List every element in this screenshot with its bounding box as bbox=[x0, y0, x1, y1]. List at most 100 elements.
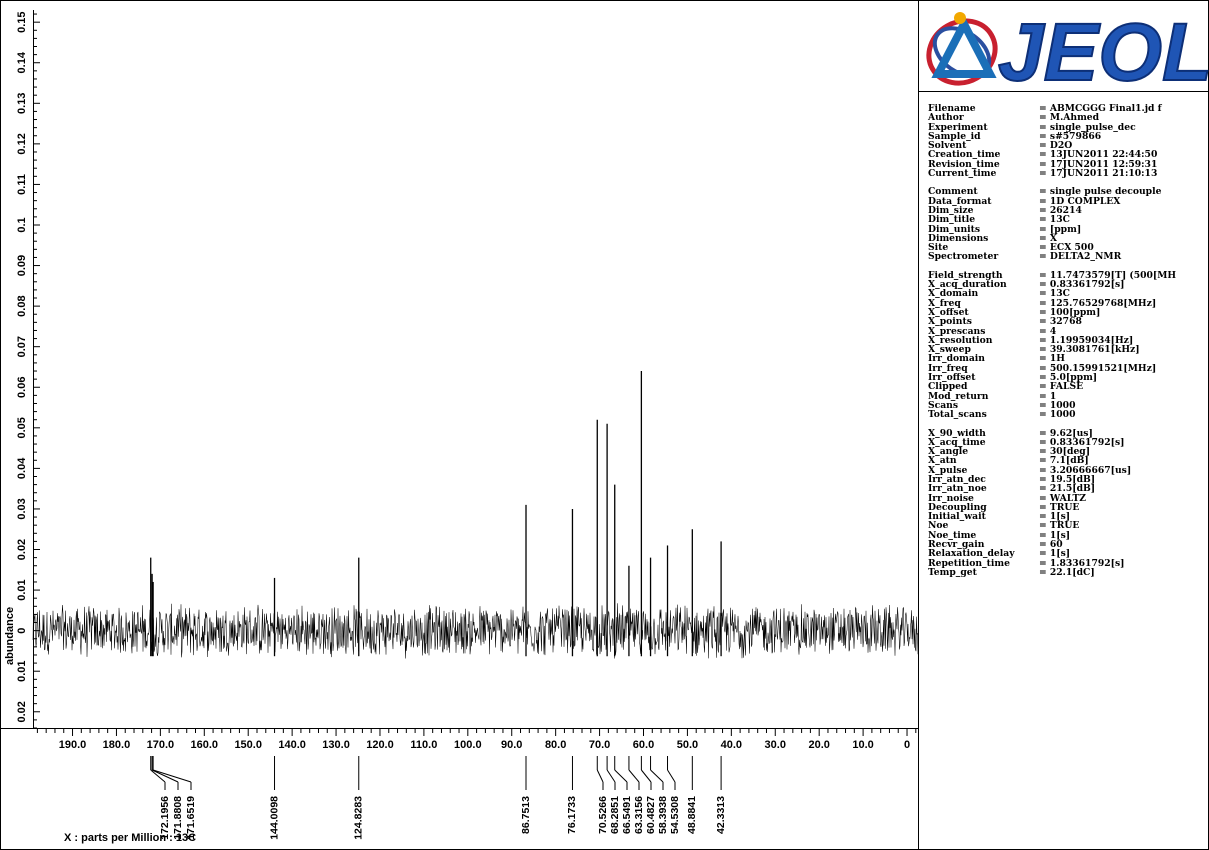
x-tick-label: 170.0 bbox=[147, 739, 175, 751]
param-key: X_90_width bbox=[928, 427, 986, 439]
x-tick-label: 90.0 bbox=[501, 739, 522, 751]
param-key: Recvr_gain bbox=[928, 539, 985, 551]
param-value: = 1[s] bbox=[1039, 511, 1071, 523]
param-value: = X bbox=[1039, 232, 1058, 244]
param-key: Temp_get bbox=[928, 566, 977, 578]
param-value: = DELTA2_NMR bbox=[1039, 251, 1122, 263]
param-key: Irr_noise bbox=[928, 492, 974, 504]
param-row: Decoupling = TRUE bbox=[928, 501, 1204, 513]
peak-label: 172.1956 bbox=[159, 796, 171, 840]
param-value: = 1.19959034[Hz] bbox=[1039, 334, 1134, 346]
param-value: = 1000 bbox=[1039, 399, 1076, 411]
peak-label-leader bbox=[150, 769, 166, 783]
param-value: = 1[s] bbox=[1039, 548, 1071, 560]
param-value: = single pulse decouple bbox=[1039, 186, 1162, 198]
x-tick-label: 20.0 bbox=[808, 739, 829, 751]
param-key: X_pulse bbox=[928, 464, 968, 476]
param-key: Solvent bbox=[928, 140, 967, 152]
peak-label: 60.4827 bbox=[645, 796, 657, 834]
param-value: = s#579866 bbox=[1039, 130, 1102, 142]
noise-trace bbox=[32, 603, 919, 659]
param-key: X_points bbox=[928, 316, 972, 328]
x-tick-label: 130.0 bbox=[322, 739, 350, 751]
y-tick-label: 0.05 bbox=[16, 417, 28, 438]
peak-label: 48.8841 bbox=[686, 796, 698, 834]
x-tick-label: 160.0 bbox=[191, 739, 219, 751]
param-value: = 60 bbox=[1039, 539, 1063, 551]
param-value: = WALTZ bbox=[1039, 492, 1087, 504]
param-row: Filename = ABMCGGG Final1.jd f bbox=[928, 103, 1204, 114]
param-value: = 100[ppm] bbox=[1039, 306, 1101, 318]
param-value: = ECX 500 bbox=[1039, 242, 1094, 254]
param-key: Decoupling bbox=[928, 501, 987, 513]
param-row: Irr_offset = 5.0[ppm] bbox=[928, 372, 1204, 384]
param-value: = 13C bbox=[1039, 214, 1070, 226]
param-value: = 1.83361792[s] bbox=[1039, 557, 1125, 569]
param-value: = FALSE bbox=[1039, 381, 1084, 393]
param-key: X_angle bbox=[928, 446, 969, 458]
param-row: Irr_atn_dec = 19.5[dB] bbox=[928, 475, 1204, 485]
param-row: Spectrometer = DELTA2_NMR bbox=[928, 251, 1204, 263]
param-row: X_pulse = 3.20666667[us] bbox=[928, 464, 1204, 476]
param-value: = 17JUN2011 12:59:31 bbox=[1039, 158, 1158, 170]
param-key: Mod_return bbox=[928, 390, 989, 402]
param-value: = 17JUN2011 21:10:13 bbox=[1039, 168, 1158, 180]
peak-label-leader bbox=[667, 769, 676, 783]
param-key: Data_format bbox=[928, 195, 992, 207]
param-value: = 500.15991521[MHz] bbox=[1039, 362, 1157, 374]
param-key: X_prescans bbox=[928, 325, 986, 337]
jeol-logo: JEOL bbox=[920, 2, 1209, 90]
y-tick-label: 0.01 bbox=[16, 579, 28, 600]
param-row: Sample_id = s#579866 bbox=[928, 130, 1204, 142]
y-tick-label: 0.09 bbox=[16, 255, 28, 276]
param-value: = TRUE bbox=[1039, 501, 1080, 513]
param-row: Noe_time = 1[s] bbox=[928, 529, 1204, 541]
param-row: X_prescans = 4 bbox=[928, 325, 1204, 337]
x-tick-label: 80.0 bbox=[545, 739, 566, 751]
param-value: = 1D COMPLEX bbox=[1039, 195, 1121, 207]
param-key: Filename bbox=[928, 103, 976, 114]
y-tick-label: 0.13 bbox=[16, 93, 28, 114]
param-key: Dim_size bbox=[928, 204, 974, 216]
param-key: Irr_offset bbox=[928, 372, 976, 384]
param-row: Dim_size = 26214 bbox=[928, 204, 1204, 216]
y-axis-title: abundance bbox=[4, 606, 16, 665]
param-key: Current_time bbox=[928, 168, 997, 180]
peak-label-leader bbox=[606, 769, 616, 783]
param-key: Creation_time bbox=[928, 149, 1001, 161]
y-tick-label: 0.01 bbox=[16, 660, 28, 681]
y-tick-label: 0.11 bbox=[16, 174, 28, 195]
param-row: X_acq_duration = 0.83361792[s] bbox=[928, 279, 1204, 291]
param-key: Irr_freq bbox=[928, 362, 968, 374]
param-value: = M.Ahmed bbox=[1039, 112, 1100, 124]
param-row: Revision_time = 17JUN2011 12:59:31 bbox=[928, 158, 1204, 170]
param-key: Scans bbox=[928, 399, 959, 411]
peak-label: 76.1733 bbox=[566, 796, 578, 834]
param-key: Noe bbox=[928, 520, 949, 532]
x-tick-label: 150.0 bbox=[234, 739, 262, 751]
param-value: = 13JUN2011 22:44:50 bbox=[1039, 149, 1158, 161]
param-value: = TRUE bbox=[1039, 520, 1080, 532]
param-value: = 0.83361792[s] bbox=[1039, 279, 1125, 291]
param-row: Irr_freq = 500.15991521[MHz] bbox=[928, 362, 1204, 374]
param-key: Initial_wait bbox=[928, 511, 986, 523]
param-key: Total_scans bbox=[928, 409, 987, 421]
param-value: = single_pulse_dec bbox=[1039, 121, 1136, 133]
y-tick-label: 0.12 bbox=[16, 133, 28, 154]
param-row: Initial_wait = 1[s] bbox=[928, 511, 1204, 523]
peak-label-leader bbox=[640, 769, 652, 783]
param-row: Total_scans = 1000 bbox=[928, 409, 1204, 421]
param-key: Dim_units bbox=[928, 223, 981, 235]
param-row: Data_format = 1D COMPLEX bbox=[928, 195, 1204, 207]
y-tick-label: 0.1 bbox=[16, 217, 28, 232]
param-value: = 7.1[dB] bbox=[1039, 455, 1089, 467]
param-value: = 0.83361792[s] bbox=[1039, 436, 1125, 448]
y-tick-label: 0.08 bbox=[16, 295, 28, 316]
param-value: = 39.3081761[kHz] bbox=[1039, 344, 1140, 356]
peak-label: 66.5491 bbox=[621, 796, 633, 834]
peak-label-leader bbox=[152, 769, 192, 783]
param-value: = 3.20666667[us] bbox=[1039, 464, 1132, 476]
param-row: X_sweep = 39.3081761[kHz] bbox=[928, 344, 1204, 356]
param-key: X_acq_duration bbox=[928, 279, 1007, 291]
param-key: Noe_time bbox=[928, 529, 977, 541]
